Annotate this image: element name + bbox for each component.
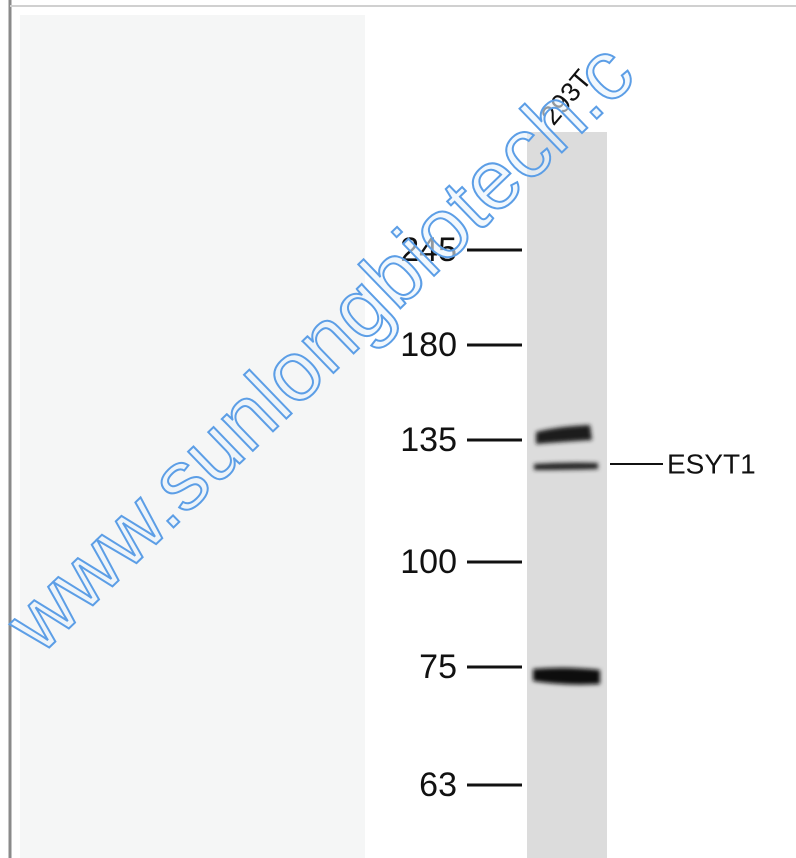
- marker-label: 63: [419, 766, 457, 804]
- marker-label: 135: [400, 421, 457, 459]
- western-blot-figure: 293T 2451801351007563 ESYT1 www.sunlongb…: [0, 0, 796, 858]
- target-label: ESYT1: [667, 448, 756, 479]
- band: [533, 668, 600, 685]
- blot-lane: [527, 132, 607, 858]
- marker-label: 100: [400, 543, 457, 581]
- band: [534, 463, 598, 470]
- page: {"figure": {"lane_label": "293T", "marke…: [0, 0, 796, 858]
- marker-label: 180: [400, 326, 457, 364]
- marker-label: 75: [419, 648, 457, 686]
